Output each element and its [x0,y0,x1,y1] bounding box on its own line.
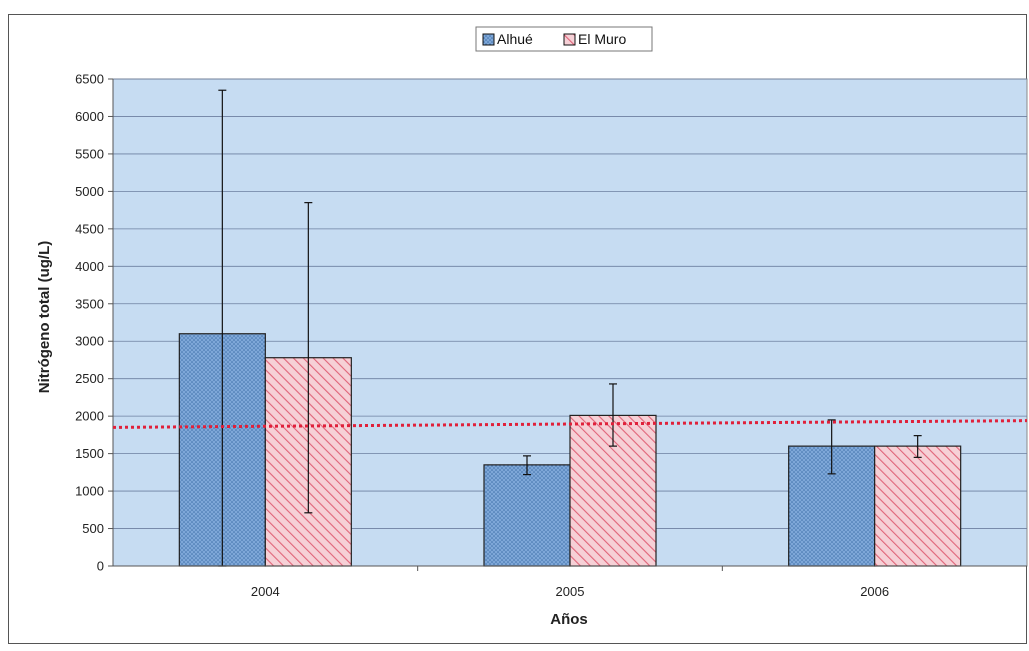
y-tick-label: 6000 [75,109,104,124]
y-tick-label: 1500 [75,446,104,461]
bar-el-muro-2006 [874,445,962,567]
legend-label-alhue: Alhué [497,31,533,47]
legend-label-el-muro: El Muro [578,31,626,47]
x-tick-label: 2004 [251,584,280,599]
y-tick-label: 1000 [75,484,104,499]
x-tick-label: 2006 [860,584,889,599]
legend: Alhué El Muro [475,26,653,52]
legend-swatch-alhue [482,33,495,46]
x-axis-title: Años [550,611,588,628]
x-axis-ticks: 2004 2005 2006 [113,565,1027,599]
x-tick-label: 2005 [556,584,585,599]
reference-threshold-line [112,419,1028,429]
y-axis-ticks: 0 500 1000 1500 2000 2500 3000 3500 4000 4500 5000… [75,72,114,574]
bar-chart: Alhué El Muro 0 500 1000 1500 2000 2500 3000 35… [36,26,1028,628]
reference-line [112,419,1028,429]
bar-alhue-2005 [483,464,571,567]
y-tick-label: 5000 [75,184,104,199]
y-tick-label: 5500 [75,146,104,161]
chart-frame: Alhué El Muro 0 500 1000 1500 2000 2500 3000 35… [8,14,1028,644]
legend-swatch-el-muro [563,33,576,46]
y-tick-label: 4000 [75,259,104,274]
y-tick-label: 2000 [75,409,104,424]
y-axis-title: Nitrógeno total (ug/L) [36,241,53,393]
error-bars [218,89,922,567]
y-tick-label: 3500 [75,296,104,311]
y-tick-label: 6500 [75,72,104,87]
y-tick-label: 500 [82,521,104,536]
y-tick-label: 2500 [75,371,104,386]
y-tick-label: 4500 [75,221,104,236]
y-tick-label: 0 [97,559,104,574]
y-tick-label: 3000 [75,334,104,349]
